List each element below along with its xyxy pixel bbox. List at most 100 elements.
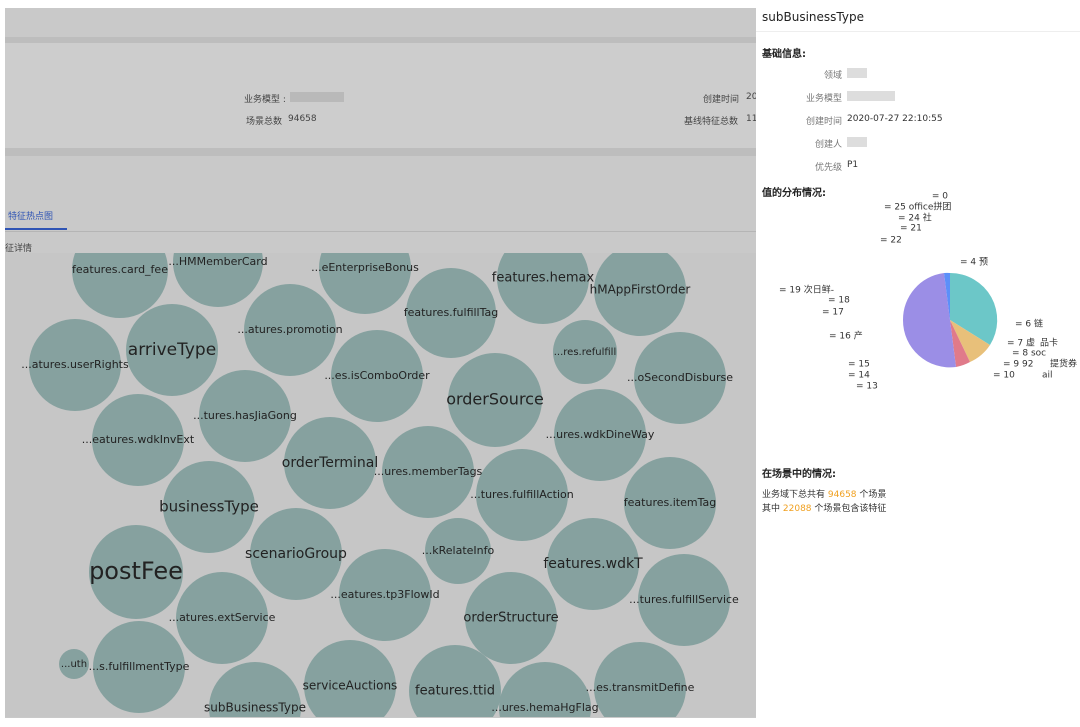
slice [950,320,970,367]
pie [902,272,998,368]
bubble-label: ...oSecondDisburse [627,371,733,384]
bubble-label: ...ures.memberTags [374,465,483,478]
pie-label: = 17 [822,308,844,318]
info-card [5,43,756,148]
label: 基线特征总数 [684,117,739,127]
heading: 在场景中的情况: [762,469,836,480]
bubble-label: features.ttid [415,684,495,699]
bubble [465,572,557,664]
bubble [499,662,591,717]
bubble [476,449,568,541]
bubble-label: hMAppFirstOrder [590,283,691,297]
bubble-label: ...atures.extService [169,611,276,624]
bubble-label: ...ures.wdkDineWay [546,428,655,441]
bubble-label: ...es.isComboOrder [324,369,430,382]
bubble-label: ...res.refulfill [554,347,617,358]
tab-underline [5,228,67,230]
text: 个场景 [859,490,887,500]
bubble-label: ...es.transmitDefine [586,681,695,694]
bubble-label: ...s.fulfillmentType [89,660,190,673]
number: 94658 [827,490,857,500]
bubble-label: ...eatures.wdkInvExt [82,433,195,446]
bubble [209,662,301,717]
label: 业务模型 : [244,95,286,105]
bubble-label: ...kRelateInfo [422,544,495,557]
pie-chart: = 0= 25 office拼团= 24 社= 21 = 22 = 4 预 = 19 … [779,192,1077,392]
blurred [847,91,895,101]
bubble [319,253,411,314]
bubble-label: ...tures.hasJiaGong [193,409,297,422]
bubble [448,353,542,447]
bubble [594,642,686,717]
value: 94658 [288,114,317,124]
heading: 值的分布情况: [762,188,826,199]
bubble [406,268,496,358]
bubble-label: businessType [159,498,259,516]
scene-line: 其中 22088 个场景包含该特征 [762,501,886,514]
blurred [290,92,344,102]
bubble-label: postFee [89,557,183,585]
bubble-label: ...eEnterpriseBonus [311,261,419,274]
bubble [339,549,431,641]
bubble [554,389,646,481]
bubble [594,253,686,336]
pie-label: = 21 [900,224,922,234]
bubble [382,426,474,518]
bubble-label: scenarioGroup [245,546,347,562]
bubble-label: arriveType [128,340,216,360]
bubble [126,304,218,396]
bubble-label: serviceAuctions [303,679,398,693]
scene-line: 业务域下总共有 94658 个场景 [762,487,886,500]
slice [950,272,998,345]
pie-label: = 16 产 [829,330,863,342]
value: 20 [746,92,758,102]
pie-label: = 7 虚 [1007,337,1035,349]
bubble [634,332,726,424]
divider [756,31,1080,32]
divider [5,231,756,232]
pie-label: = 6 链 [1015,318,1043,330]
bubble-chart: features.card_fee...HMMemberCard ...eEnte… [21,253,740,717]
bubble-label: ...eatures.tp3FlowId [330,588,439,601]
bubble [173,253,263,307]
bubble-label: orderStructure [463,611,558,626]
bubble [163,461,255,553]
blurred [847,68,867,78]
slice [902,273,956,368]
bubble [72,253,168,318]
field-value: 2020-07-27 22:10:55 [847,114,943,124]
bubble-label: features.itemTag [624,496,716,509]
gap-bar [5,148,756,156]
pie-label: = 13 [856,382,878,392]
bubble [93,621,185,713]
bubble [199,370,291,462]
bubble [244,284,336,376]
bubble [284,417,376,509]
field-label: 业务模型 [805,94,842,104]
tab[interactable]: 特征热点图 [8,212,54,222]
bubble [497,253,589,324]
bubble-label: subBusinessType [204,701,306,715]
bubble [89,525,183,619]
bubble [304,640,396,717]
pie-label: = 22 [880,236,902,246]
bubble-label: features.hemax [492,271,595,286]
pie-label: = 0 [932,192,948,202]
bubble [624,457,716,549]
field-value: P1 [847,160,859,170]
pie-label: = 15 [848,360,870,370]
value: 11 [746,114,758,124]
text: 业务域下总共有 [762,490,826,500]
bubble-label: orderSource [446,390,544,409]
text: 个场景包含该特征 [814,504,887,514]
pie-label: = 10 [993,371,1015,381]
bubble [176,572,268,664]
heading: 基础信息: [762,49,806,60]
bubble-label: features.card_fee [72,263,168,276]
pie-label: = 14 [848,371,870,381]
field-label: 创建时间 [805,117,842,127]
slice [944,272,950,320]
pie-label: 品卡 [1040,337,1058,349]
blurred [847,137,867,147]
field-label: 创建人 [814,140,842,150]
